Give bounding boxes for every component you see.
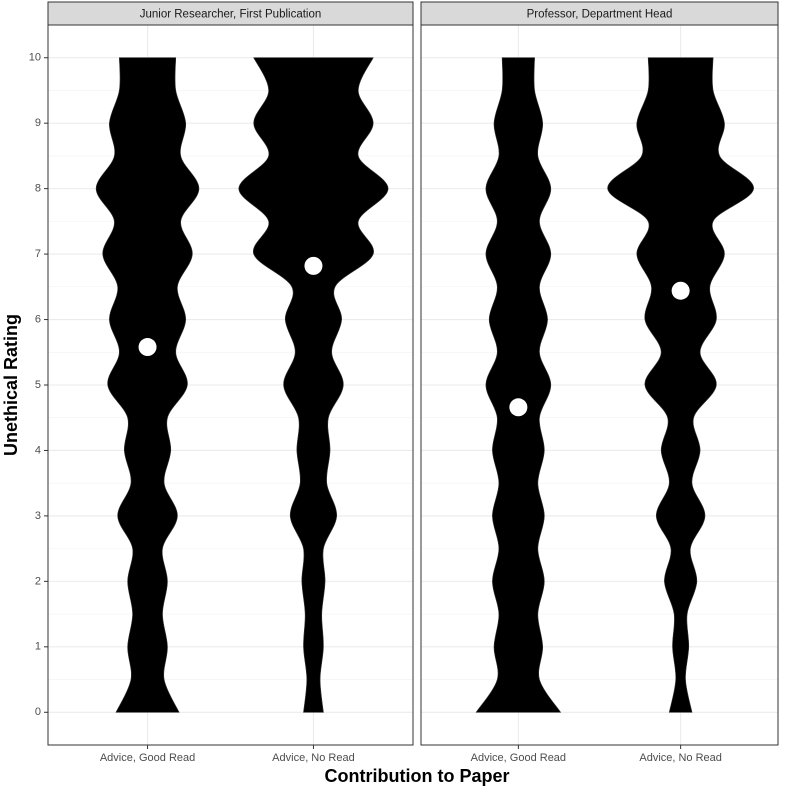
y-tick-label: 10 [29, 52, 41, 64]
y-tick-label: 7 [35, 248, 41, 260]
mean-point [138, 338, 157, 357]
y-tick-label: 4 [35, 444, 41, 456]
y-axis-title: Unethical Rating [1, 314, 21, 456]
violin [238, 57, 389, 713]
violin [95, 57, 200, 713]
mean-point [671, 281, 690, 300]
strip-title: Junior Researcher, First Publication [140, 9, 322, 21]
x-tick-label: Advice, No Read [272, 752, 355, 764]
y-tick-label: 3 [35, 510, 41, 522]
y-tick-label: 5 [35, 379, 41, 391]
x-tick-label: Advice, No Read [639, 752, 722, 764]
y-tick-label: 8 [35, 183, 41, 195]
mean-point [509, 398, 528, 417]
violin [475, 57, 562, 713]
x-axis-title: Contribution to Paper [325, 766, 510, 786]
x-tick-label: Advice, Good Read [471, 752, 566, 764]
y-tick-label: 0 [35, 706, 41, 718]
panel-border [47, 24, 414, 746]
y-tick-label: 1 [35, 641, 41, 653]
x-tick-label: Advice, Good Read [100, 752, 195, 764]
mean-point [304, 256, 323, 275]
y-tick-label: 6 [35, 313, 41, 325]
violin [607, 57, 754, 713]
y-tick-label: 2 [35, 575, 41, 587]
panel-border [420, 24, 779, 746]
y-tick-label: 9 [35, 117, 41, 129]
strip-title: Professor, Department Head [527, 9, 673, 21]
